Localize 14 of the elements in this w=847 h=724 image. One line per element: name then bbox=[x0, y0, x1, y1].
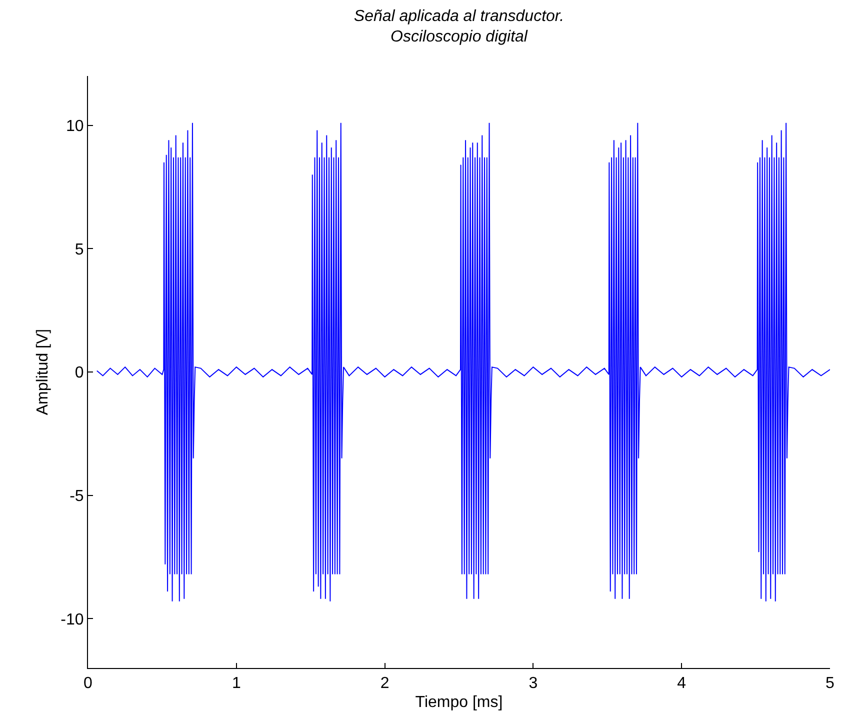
y-axis-title: Amplitud [V] bbox=[34, 328, 52, 416]
y-tick-label: 10 bbox=[66, 118, 84, 135]
y-tick-label: -10 bbox=[60, 611, 84, 628]
line-series bbox=[96, 122, 830, 602]
x-tick-label: 3 bbox=[528, 675, 538, 692]
y-tick-label: 5 bbox=[74, 241, 84, 258]
chart-title: Señal aplicada al transductor. Osciloscopio digital bbox=[354, 8, 564, 46]
x-axis-title: Tiempo [ms] bbox=[415, 694, 503, 711]
y-tick-label: -5 bbox=[70, 488, 84, 505]
x-tick-label: 5 bbox=[826, 675, 835, 692]
x-tick-label: 1 bbox=[232, 675, 241, 692]
x-tick-label: 4 bbox=[677, 675, 686, 692]
x-tick-label: 2 bbox=[380, 675, 390, 692]
y-tick-label: 0 bbox=[74, 364, 84, 382]
